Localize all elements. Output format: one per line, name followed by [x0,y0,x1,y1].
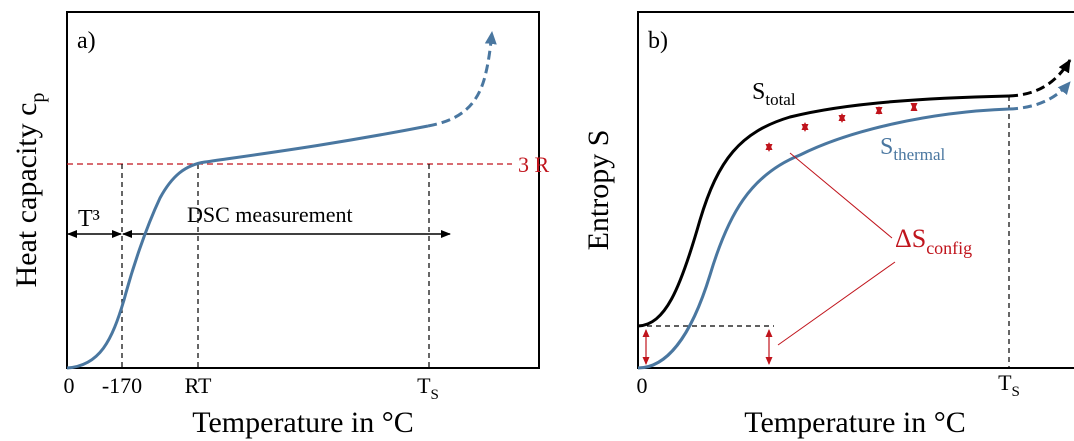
panel-b-leader-upper [789,152,893,239]
panel-a-frame [66,11,540,369]
panel-b-tick-ts-sub: S [1012,384,1020,400]
panel-a: a) 3 R T³ DSC measurement Heat capacity … [10,11,550,439]
panel-b-config-main: ΔS [895,224,926,253]
svg-text:Heat capacity cp: Heat capacity cp [10,93,49,288]
panel-a-tick-zero: 0 [64,373,75,398]
panel-b-config-label: ΔSconfig [895,224,972,258]
panel-b-tick-ts-main: T [998,370,1012,395]
panel-b-tag: b) [648,28,668,54]
panel-b-config-sub: config [926,238,972,258]
panel-b-tick-zero: 0 [637,373,648,398]
panel-a-tag: a) [77,28,96,54]
panel-a-ylabel-main: Heat capacity c [10,103,43,288]
panel-a-t3-label: T³ [78,206,100,232]
panel-b-stotal-extension [1008,59,1072,98]
panel-a-cp-curve [66,124,429,370]
panel-b-ylabel-text: Entropy S [582,130,615,251]
panel-b-sthermal-extension [1008,81,1072,111]
panel-b-frame [637,11,1074,369]
panel-a-tick-ts-main: T [417,373,431,398]
panel-b-config-arrows [642,103,918,365]
panel-b-leader-lower [777,261,896,346]
panel-b-sthermal-main: S [880,134,893,160]
panel-a-dsc-label: DSC measurement [187,202,353,227]
panel-a-ylabel-sub: p [27,93,49,103]
panel-b-stotal-label: Stotal [752,79,796,109]
panel-b-stotal-main: S [752,79,765,105]
panel-a-tick-rt: RT [185,373,212,398]
panel-a-ylabel: Heat capacity cp [10,93,49,288]
panel-b-xlabel: Temperature in °C [744,406,965,439]
panel-a-tick-ts-sub: S [431,387,439,403]
panel-b-tick-ts: TS [998,370,1020,400]
panel-b-sthermal-curve [637,107,1010,370]
panel-b-sthermal-label: Sthermal [880,134,946,164]
panel-a-tick-ts: TS [417,373,439,403]
panel-a-3r-label: 3 R [518,152,550,177]
panel-a-tick-minus170: -170 [102,373,142,398]
panel-a-cp-curve-extension [427,31,497,128]
panel-b-ylabel: Entropy S [582,130,615,251]
panel-b: b) Stotal Sthermal [582,11,1074,439]
panel-a-xlabel: Temperature in °C [192,406,413,439]
panel-b-stotal-curve [637,94,1010,328]
panel-b-sthermal-sub: thermal [893,145,945,164]
panel-b-stotal-sub: total [765,90,795,109]
